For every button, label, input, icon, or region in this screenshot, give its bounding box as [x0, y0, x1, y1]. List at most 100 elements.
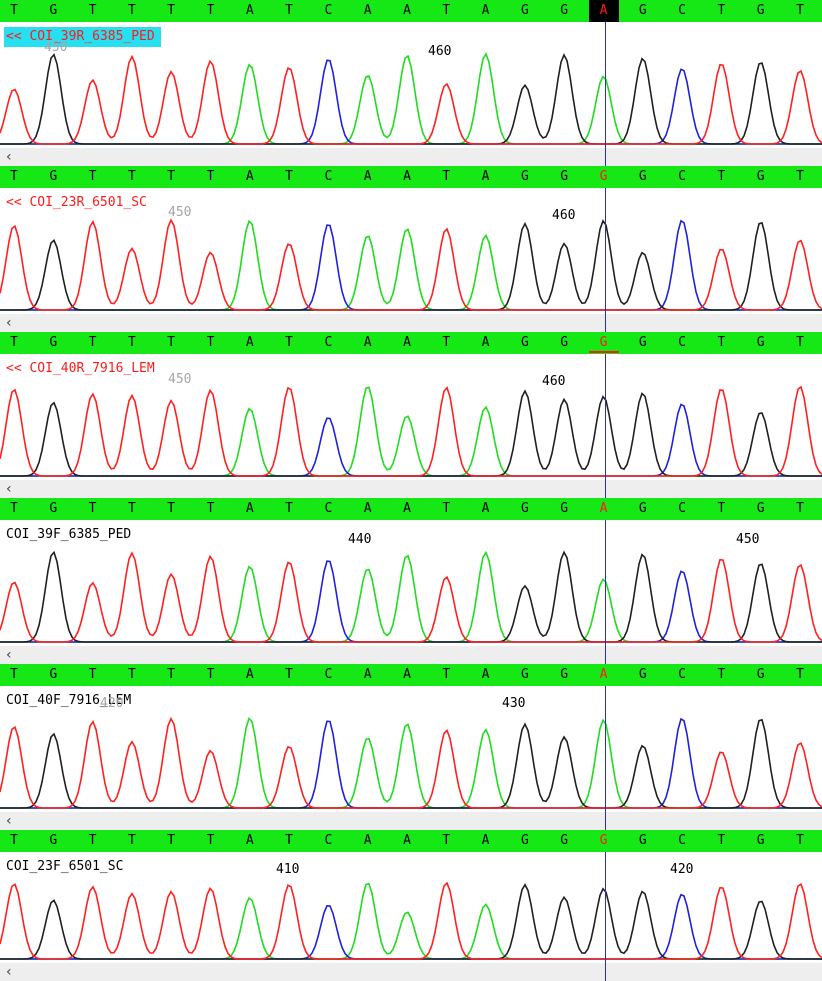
chevron-left-icon[interactable]: ‹ — [6, 481, 12, 497]
base-call[interactable]: A — [363, 667, 372, 682]
base-call[interactable]: T — [206, 833, 215, 848]
horizontal-scrollbar[interactable]: ‹ — [0, 314, 822, 332]
base-call[interactable]: T — [10, 667, 18, 682]
base-call[interactable]: A — [481, 833, 490, 848]
base-call[interactable]: G — [638, 667, 647, 682]
base-call[interactable]: G — [560, 3, 569, 18]
base-call[interactable]: A — [363, 501, 372, 516]
base-call[interactable]: A — [363, 169, 372, 184]
base-call[interactable]: A — [363, 833, 372, 848]
chevron-left-icon[interactable]: ‹ — [6, 813, 12, 829]
base-call[interactable]: C — [678, 335, 686, 350]
base-call[interactable]: G — [599, 833, 608, 848]
base-call[interactable]: A — [481, 501, 490, 516]
base-call[interactable]: T — [167, 3, 176, 18]
base-call[interactable]: T — [10, 3, 18, 18]
base-call[interactable]: T — [127, 169, 136, 184]
base-call[interactable]: C — [324, 667, 333, 682]
horizontal-scrollbar[interactable]: ‹ — [0, 480, 822, 498]
base-call[interactable]: G — [756, 833, 765, 848]
trace-name-label[interactable]: COI_39F_6385_PED — [6, 527, 132, 542]
base-call[interactable]: T — [206, 335, 215, 350]
base-call[interactable]: T — [285, 3, 293, 18]
base-call[interactable]: G — [560, 335, 569, 350]
base-call[interactable]: T — [10, 169, 18, 184]
base-call[interactable]: T — [285, 667, 293, 682]
base-call[interactable]: T — [796, 3, 804, 18]
base-call[interactable]: T — [717, 833, 726, 848]
base-call[interactable]: G — [520, 3, 529, 18]
base-call[interactable]: A — [363, 335, 372, 350]
trace-track[interactable]: T G T T T T A T C A A T A G G G G C T G T << COI_40R_7916_LEM… — [0, 332, 822, 498]
base-call[interactable]: C — [678, 501, 686, 516]
trace-name-label[interactable]: << COI_40R_7916_LEM — [6, 361, 155, 376]
base-call[interactable]: T — [88, 169, 97, 184]
base-call[interactable]: G — [520, 501, 529, 516]
trace-track[interactable]: T G T T T T A T C A A T A G G A G C T G T << COI_39R_6385_PED… — [0, 0, 822, 166]
base-call[interactable]: A — [245, 3, 254, 18]
base-call[interactable]: A — [245, 833, 254, 848]
base-call[interactable]: T — [10, 833, 18, 848]
trace-name-label[interactable]: << COI_23R_6501_SC — [6, 195, 147, 210]
horizontal-scrollbar[interactable]: ‹ — [0, 148, 822, 166]
base-call[interactable]: T — [88, 667, 97, 682]
base-call[interactable]: G — [638, 833, 647, 848]
base-call[interactable]: G — [49, 169, 58, 184]
base-call[interactable]: A — [403, 667, 411, 682]
base-call[interactable]: T — [10, 501, 18, 516]
base-call[interactable]: T — [442, 169, 451, 184]
trace-name-label[interactable]: COI_23F_6501_SC — [6, 859, 124, 874]
chevron-left-icon[interactable]: ‹ — [6, 647, 12, 663]
horizontal-scrollbar[interactable]: ‹ — [0, 812, 822, 830]
base-call[interactable]: A — [599, 667, 608, 682]
base-call[interactable]: G — [638, 335, 647, 350]
base-call[interactable]: T — [285, 501, 293, 516]
horizontal-scrollbar[interactable]: ‹ — [0, 646, 822, 664]
base-call[interactable]: A — [481, 3, 490, 18]
base-call[interactable]: G — [520, 833, 529, 848]
base-call[interactable]: A — [245, 501, 254, 516]
base-call[interactable]: G — [560, 501, 569, 516]
base-call[interactable]: T — [442, 3, 451, 18]
base-call[interactable]: G — [560, 833, 569, 848]
base-call[interactable]: G — [599, 169, 608, 184]
base-call[interactable]: G — [49, 3, 58, 18]
base-call[interactable]: G — [49, 335, 58, 350]
base-call[interactable]: T — [796, 501, 804, 516]
base-call[interactable]: G — [49, 833, 58, 848]
base-call[interactable]: G — [756, 501, 765, 516]
base-call[interactable]: A — [481, 335, 490, 350]
base-call[interactable]: T — [717, 169, 726, 184]
base-call[interactable]: T — [127, 667, 136, 682]
base-call[interactable]: A — [599, 501, 608, 516]
base-call[interactable]: A — [403, 501, 411, 516]
base-call[interactable]: T — [88, 501, 97, 516]
base-call[interactable]: T — [285, 169, 293, 184]
base-call[interactable]: T — [127, 3, 136, 18]
trace-name-label[interactable]: << COI_39R_6385_PED — [4, 27, 161, 47]
base-call[interactable]: G — [638, 3, 647, 18]
chevron-left-icon[interactable]: ‹ — [6, 149, 12, 165]
base-call[interactable]: T — [167, 169, 176, 184]
base-call[interactable]: T — [796, 335, 804, 350]
horizontal-scrollbar[interactable]: ‹ — [0, 963, 822, 981]
trace-track[interactable]: T G T T T T A T C A A T A G G G G C T G T << COI_23R_6501_SC 4… — [0, 166, 822, 332]
base-call[interactable]: T — [88, 335, 97, 350]
base-call[interactable]: A — [481, 667, 490, 682]
base-call[interactable]: C — [324, 335, 333, 350]
base-call[interactable]: C — [678, 833, 686, 848]
base-call[interactable]: A — [245, 169, 254, 184]
base-call[interactable]: T — [167, 667, 176, 682]
base-call[interactable]: C — [324, 3, 333, 18]
base-call[interactable]: G — [756, 335, 765, 350]
base-call[interactable]: T — [88, 3, 97, 18]
base-call[interactable]: G — [520, 169, 529, 184]
base-call[interactable]: T — [442, 501, 451, 516]
base-call[interactable]: G — [588, 335, 619, 353]
base-call[interactable]: T — [442, 833, 451, 848]
base-call[interactable]: G — [638, 169, 647, 184]
base-call[interactable]: G — [49, 667, 58, 682]
base-call[interactable]: T — [717, 335, 726, 350]
base-call[interactable]: T — [127, 335, 136, 350]
base-call[interactable]: C — [324, 833, 333, 848]
